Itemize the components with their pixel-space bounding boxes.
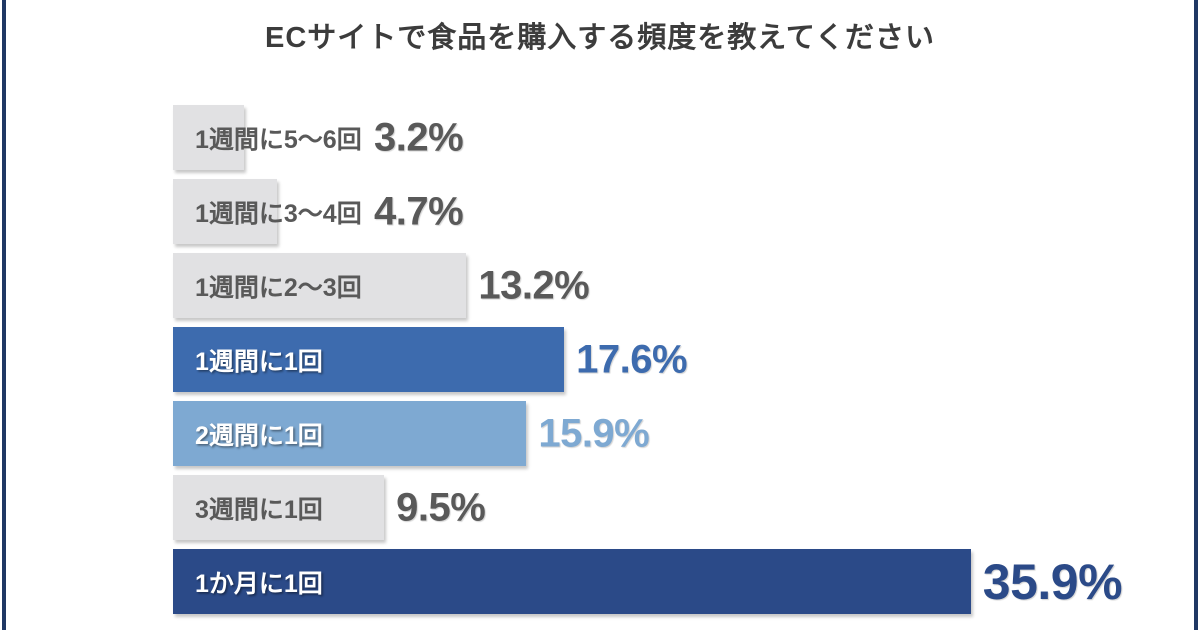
bar: [173, 327, 565, 392]
bar-row: 1週間に2〜3回 13.2%: [173, 253, 1173, 318]
bar-category-label: 1週間に1回: [195, 347, 323, 376]
bar-category-label: 1か月に1回: [195, 569, 323, 598]
bar-row: 1週間に3〜4回 4.7%: [173, 179, 1173, 244]
bar-category-label: 1週間に3〜4回: [195, 199, 362, 228]
bar-category-label: 2週間に1回: [195, 421, 323, 450]
bar: [173, 179, 278, 244]
bar-value-label: 17.6%: [576, 337, 688, 381]
bar-value-label: 13.2%: [478, 263, 590, 307]
bar-value-label: 4.7%: [374, 189, 464, 233]
chart-title: ECサイトで食品を購入する頻度を教えてください: [265, 22, 935, 54]
bar-row: 3週間に1回 9.5%: [173, 475, 1173, 540]
bar-row: 1週間に5〜6回 3.2%: [173, 105, 1173, 170]
bar: [173, 105, 245, 170]
bar-row: 2週間に1回 15.9%: [173, 401, 1173, 466]
bar-chart: 1週間に5〜6回 3.2% 1週間に3〜4回 4.7% 1週間に2〜3回 13.2% 1週間…: [173, 105, 1173, 623]
bar: [173, 475, 385, 540]
bar-value-label: 35.9%: [982, 553, 1123, 610]
bar-category-label: 1週間に2〜3回: [195, 273, 362, 302]
bar-value-label: 9.5%: [396, 485, 486, 529]
bar-row: 1週間に1回 17.6%: [173, 327, 1173, 392]
bar: [173, 549, 971, 614]
left-border-line: [2, 0, 6, 630]
bar: [173, 253, 467, 318]
bar-category-label: 3週間に1回: [195, 495, 323, 524]
bar-category-label: 1週間に5〜6回: [195, 125, 362, 154]
bar: [173, 401, 527, 466]
bar-row: 1か月に1回 35.9%: [173, 549, 1173, 614]
bar-value-label: 3.2%: [374, 115, 464, 159]
bar-value-label: 15.9%: [538, 411, 650, 455]
right-border-line: [1194, 0, 1198, 630]
